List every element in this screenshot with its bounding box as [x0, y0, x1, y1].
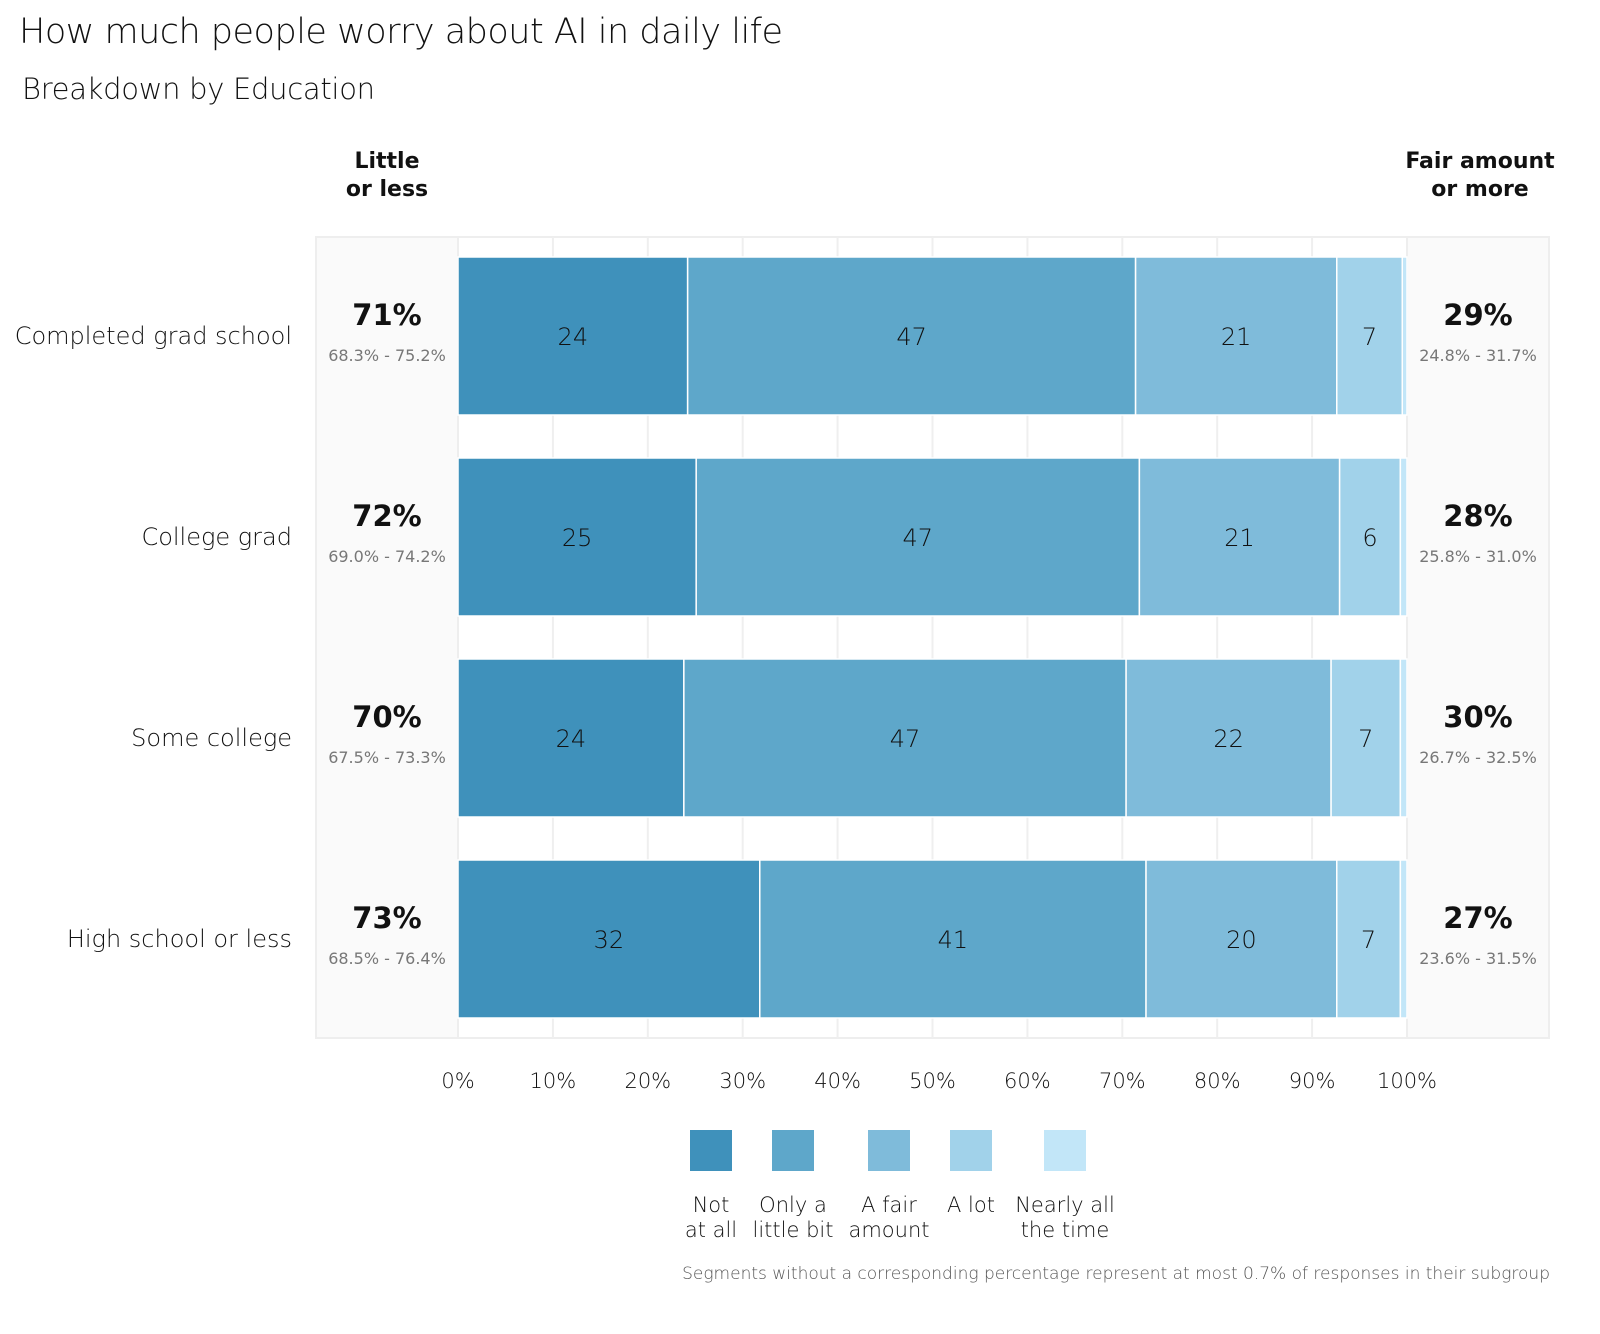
segment-label: 7	[1362, 323, 1377, 351]
legend-swatch	[690, 1130, 732, 1171]
right-summary-value: 28%	[1443, 499, 1512, 533]
bar-segment	[1399, 457, 1408, 617]
segment-label: 25	[562, 524, 593, 552]
left-summary-ci: 69.0% - 74.2%	[328, 547, 446, 566]
x-tick-label: 50%	[909, 1069, 956, 1093]
bar-segment	[1125, 658, 1332, 818]
left-summary-header-line: or less	[345, 177, 429, 202]
x-tick-label: 40%	[814, 1069, 861, 1093]
legend-label: Only a	[759, 1193, 827, 1217]
x-tick-label: 30%	[719, 1069, 766, 1093]
segment-label: 7	[1361, 926, 1376, 954]
x-tick-label: 20%	[624, 1069, 671, 1093]
right-summary-value: 27%	[1443, 901, 1512, 935]
legend-label: little bit	[753, 1218, 834, 1242]
legend-label: Not	[693, 1193, 730, 1217]
bar-segment	[1336, 256, 1404, 416]
left-summary-header: Little or less	[316, 148, 458, 204]
segment-label: 6	[1362, 524, 1377, 552]
bar-segment	[457, 859, 761, 1019]
right-summary-value: 29%	[1443, 298, 1512, 332]
category-label: Completed grad school	[15, 322, 292, 350]
x-tick-label: 100%	[1377, 1069, 1437, 1093]
bar-segment	[1336, 859, 1402, 1019]
segment-label: 47	[896, 323, 927, 351]
bar-segment	[1138, 457, 1341, 617]
legend-label: amount	[848, 1218, 929, 1242]
bar-segment	[457, 457, 697, 617]
left-summary-ci: 68.3% - 75.2%	[328, 346, 446, 365]
left-summary-panel	[315, 236, 459, 1039]
x-tick-label: 90%	[1289, 1069, 1336, 1093]
legend-label: at all	[685, 1218, 737, 1242]
left-summary-value: 71%	[352, 298, 421, 332]
left-summary-ci: 68.5% - 76.4%	[328, 949, 446, 968]
bar-segment	[1399, 859, 1408, 1019]
legend-swatch	[950, 1130, 992, 1171]
right-summary-ci: 26.7% - 32.5%	[1419, 748, 1537, 767]
x-tick-label: 70%	[1099, 1069, 1146, 1093]
segment-label: 21	[1221, 323, 1252, 351]
right-summary-header-line: Fair amount	[1405, 149, 1555, 174]
segment-label: 32	[594, 926, 625, 954]
bar-segment	[683, 658, 1127, 818]
left-summary-header-line: Little	[354, 149, 420, 174]
legend-swatch	[868, 1130, 910, 1171]
bar-segment	[686, 256, 1137, 416]
legend-label: the time	[1021, 1218, 1110, 1242]
bar-segment	[457, 658, 685, 818]
legend-label: Nearly all	[1015, 1193, 1115, 1217]
legend-label: A lot	[947, 1193, 995, 1217]
segment-label: 21	[1224, 524, 1255, 552]
right-summary-ci: 23.6% - 31.5%	[1419, 949, 1537, 968]
bar-segment	[1134, 256, 1338, 416]
right-summary-ci: 25.8% - 31.0%	[1419, 547, 1537, 566]
right-summary-header: Fair amount or more	[1390, 148, 1570, 204]
bar-segment	[1338, 457, 1402, 617]
category-label: Some college	[131, 724, 292, 752]
chart-subtitle: Breakdown by Education	[22, 72, 375, 106]
bar-segment	[457, 256, 689, 416]
bar-segment	[1399, 658, 1408, 818]
category-label: High school or less	[67, 925, 292, 953]
left-summary-value: 72%	[352, 499, 421, 533]
segment-label: 24	[558, 323, 589, 351]
legend-swatch	[772, 1130, 814, 1171]
bar-segment	[759, 859, 1147, 1019]
segment-label: 24	[556, 725, 587, 753]
segment-label: 20	[1226, 926, 1257, 954]
bar-segment	[1401, 256, 1408, 416]
left-summary-value: 73%	[352, 901, 421, 935]
segment-label: 47	[903, 524, 934, 552]
x-tick-label: 0%	[441, 1069, 474, 1093]
right-summary-header-line: or more	[1431, 177, 1529, 202]
segment-label: 22	[1213, 725, 1244, 753]
footnote: Segments without a corresponding percent…	[682, 1264, 1550, 1284]
bar-segment	[1145, 859, 1338, 1019]
x-tick-label: 60%	[1004, 1069, 1051, 1093]
left-summary-ci: 67.5% - 73.3%	[328, 748, 446, 767]
segment-label: 7	[1358, 725, 1373, 753]
chart-title: How much people worry about AI in daily …	[19, 12, 783, 52]
segment-label: 41	[938, 926, 969, 954]
legend-swatch	[1044, 1130, 1086, 1171]
right-summary-ci: 24.8% - 31.7%	[1419, 346, 1537, 365]
segment-label: 47	[890, 725, 921, 753]
right-summary-panel	[1406, 236, 1550, 1039]
bar-segment	[1330, 658, 1402, 818]
x-tick-label: 80%	[1194, 1069, 1241, 1093]
left-summary-value: 70%	[352, 700, 421, 734]
category-label: College grad	[141, 523, 292, 551]
legend-label: A fair	[861, 1193, 917, 1217]
x-tick-label: 10%	[530, 1069, 577, 1093]
bar-segment	[695, 457, 1141, 617]
right-summary-value: 30%	[1443, 700, 1512, 734]
